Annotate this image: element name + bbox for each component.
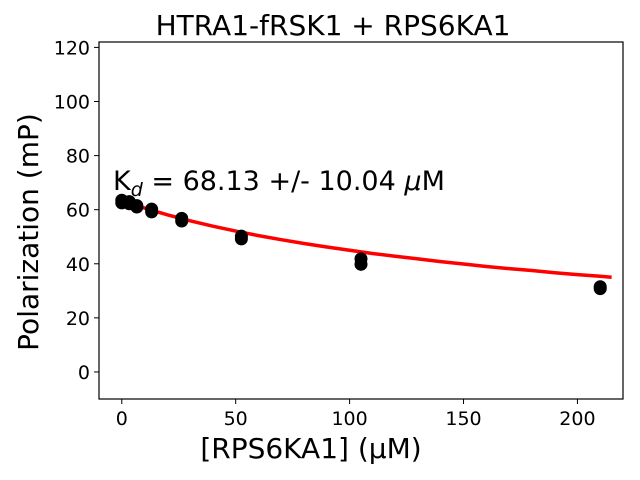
y-axis-label: Polarization (mP) xyxy=(12,113,45,351)
x-axis-ticks: 0 50 100 150 200 xyxy=(116,399,596,430)
x-tick-label: 0 xyxy=(116,408,128,430)
kd-annotation: Kd = 68.13 +/- 10.04 μM xyxy=(113,166,445,201)
data-point xyxy=(130,200,144,214)
kd-mu: μ xyxy=(403,166,421,197)
kd-symbol: K xyxy=(113,166,132,197)
x-tick-label: 50 xyxy=(224,408,248,430)
data-point xyxy=(175,214,189,228)
data-point xyxy=(145,205,159,219)
kd-value-text: = 68.13 +/- 10.04 xyxy=(143,166,405,197)
y-tick-label: 120 xyxy=(54,37,90,59)
y-tick-label: 0 xyxy=(78,362,90,384)
y-axis-ticks: 0 20 40 60 80 100 120 xyxy=(54,37,99,384)
x-tick-label: 150 xyxy=(445,408,481,430)
data-point xyxy=(354,257,368,271)
plot-frame xyxy=(98,41,624,400)
y-tick-label: 20 xyxy=(66,308,90,330)
x-axis-label: [RPS6KA1] (µM) xyxy=(200,432,421,465)
kd-unit: M xyxy=(422,166,445,197)
kd-subscript: d xyxy=(131,179,144,201)
y-tick-label: 100 xyxy=(54,92,90,114)
y-tick-label: 80 xyxy=(66,146,90,168)
data-point xyxy=(593,282,607,296)
chart-title: HTRA1-fRSK1 + RPS6KA1 xyxy=(156,9,511,42)
x-tick-label: 100 xyxy=(331,408,367,430)
data-points xyxy=(115,193,607,296)
fit-curve xyxy=(121,199,612,280)
y-tick-label: 60 xyxy=(66,200,90,222)
y-tick-label: 40 xyxy=(66,254,90,276)
x-tick-label: 200 xyxy=(559,408,595,430)
data-point xyxy=(234,232,248,246)
